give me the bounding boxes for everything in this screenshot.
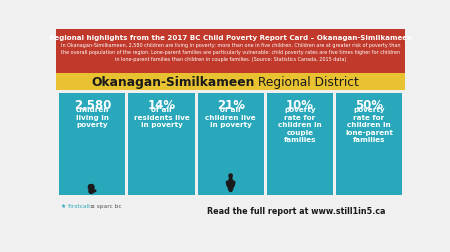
FancyBboxPatch shape <box>56 74 405 91</box>
Text: poverty
rate for
children in
couple
families: poverty rate for children in couple fami… <box>278 107 322 143</box>
Circle shape <box>229 174 232 177</box>
Text: Okanagan-Similkameen: Okanagan-Similkameen <box>91 76 254 89</box>
Ellipse shape <box>229 184 233 192</box>
Text: of all
children live
in poverty: of all children live in poverty <box>205 107 256 128</box>
Text: 2,580: 2,580 <box>74 99 111 111</box>
FancyBboxPatch shape <box>129 94 194 195</box>
Text: 14%: 14% <box>148 99 176 111</box>
FancyBboxPatch shape <box>56 30 405 74</box>
Text: Regional District: Regional District <box>254 76 359 89</box>
Ellipse shape <box>88 185 90 189</box>
Text: Regional highlights from the 2017 BC Child Poverty Report Card – Okanagan-Similk: Regional highlights from the 2017 BC Chi… <box>49 35 412 41</box>
Ellipse shape <box>92 190 96 192</box>
Ellipse shape <box>233 182 235 187</box>
Circle shape <box>89 189 94 194</box>
Text: In Okanagan-Similkameen, 2,580 children are living in poverty: more than one in : In Okanagan-Similkameen, 2,580 children … <box>61 43 400 47</box>
Text: Read the full report at www.still1in5.ca: Read the full report at www.still1in5.ca <box>207 207 386 216</box>
Text: 10%: 10% <box>286 99 314 111</box>
Ellipse shape <box>226 182 229 187</box>
Text: children
living in
poverty: children living in poverty <box>76 107 109 128</box>
Circle shape <box>228 179 233 184</box>
Text: 21%: 21% <box>216 99 245 111</box>
Text: ≡ sparc bc: ≡ sparc bc <box>90 204 122 209</box>
Ellipse shape <box>90 185 94 190</box>
Text: ★ firstcall: ★ firstcall <box>61 204 90 209</box>
Text: the overall population of the region. Lone-parent families are particularly vuln: the overall population of the region. Lo… <box>61 49 400 54</box>
FancyBboxPatch shape <box>198 94 264 195</box>
Text: in lone-parent families than children in couple families. (Source: Statistics Ca: in lone-parent families than children in… <box>115 56 346 61</box>
Text: poverty
rate for
children in
lone-parent
families: poverty rate for children in lone-parent… <box>345 107 393 143</box>
Text: 50%: 50% <box>355 99 383 111</box>
Text: of all
residents live
in poverty: of all residents live in poverty <box>134 107 189 128</box>
Ellipse shape <box>230 177 232 179</box>
FancyBboxPatch shape <box>59 94 126 195</box>
FancyBboxPatch shape <box>267 94 333 195</box>
FancyBboxPatch shape <box>336 94 402 195</box>
